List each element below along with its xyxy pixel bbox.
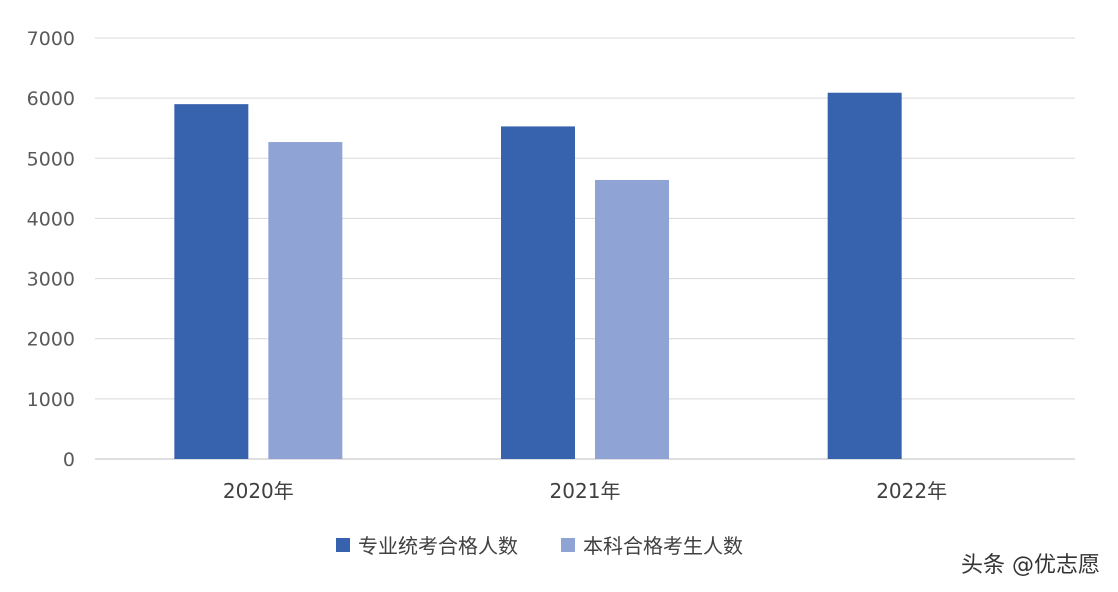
y-tick-label: 7000 xyxy=(27,28,75,50)
x-category-label: 2022年 xyxy=(876,479,947,503)
y-axis: 0 1000 2000 3000 4000 5000 6000 7000 xyxy=(27,28,75,471)
x-category-label: 2021年 xyxy=(550,479,621,503)
y-tick-label: 2000 xyxy=(27,329,75,351)
bar-series-2-0 xyxy=(268,142,343,459)
y-tick-label: 4000 xyxy=(27,208,75,230)
y-tick-label: 3000 xyxy=(27,269,75,291)
x-axis: 2020年 2021年 2022年 xyxy=(223,479,947,503)
y-tick-label: 1000 xyxy=(27,389,75,411)
watermark-text: 头条 @优志愿 xyxy=(961,553,1100,578)
legend-label: 专业统考合格人数 xyxy=(358,534,518,558)
bar-series-1-0 xyxy=(174,104,249,460)
legend-label: 本科合格考生人数 xyxy=(583,534,743,558)
bar-series-1-2 xyxy=(827,92,902,459)
bar-series-1-1 xyxy=(501,126,575,459)
gridlines xyxy=(95,37,1075,460)
bar-series-2-1 xyxy=(595,179,669,460)
y-tick-label: 0 xyxy=(63,449,75,471)
legend: 专业统考合格人数 本科合格考生人数 xyxy=(336,534,743,558)
y-tick-label: 5000 xyxy=(27,148,75,170)
legend-swatch xyxy=(336,538,350,552)
legend-swatch xyxy=(561,538,575,552)
bars xyxy=(174,92,902,460)
x-category-label: 2020年 xyxy=(223,479,294,503)
y-tick-label: 6000 xyxy=(27,88,75,110)
